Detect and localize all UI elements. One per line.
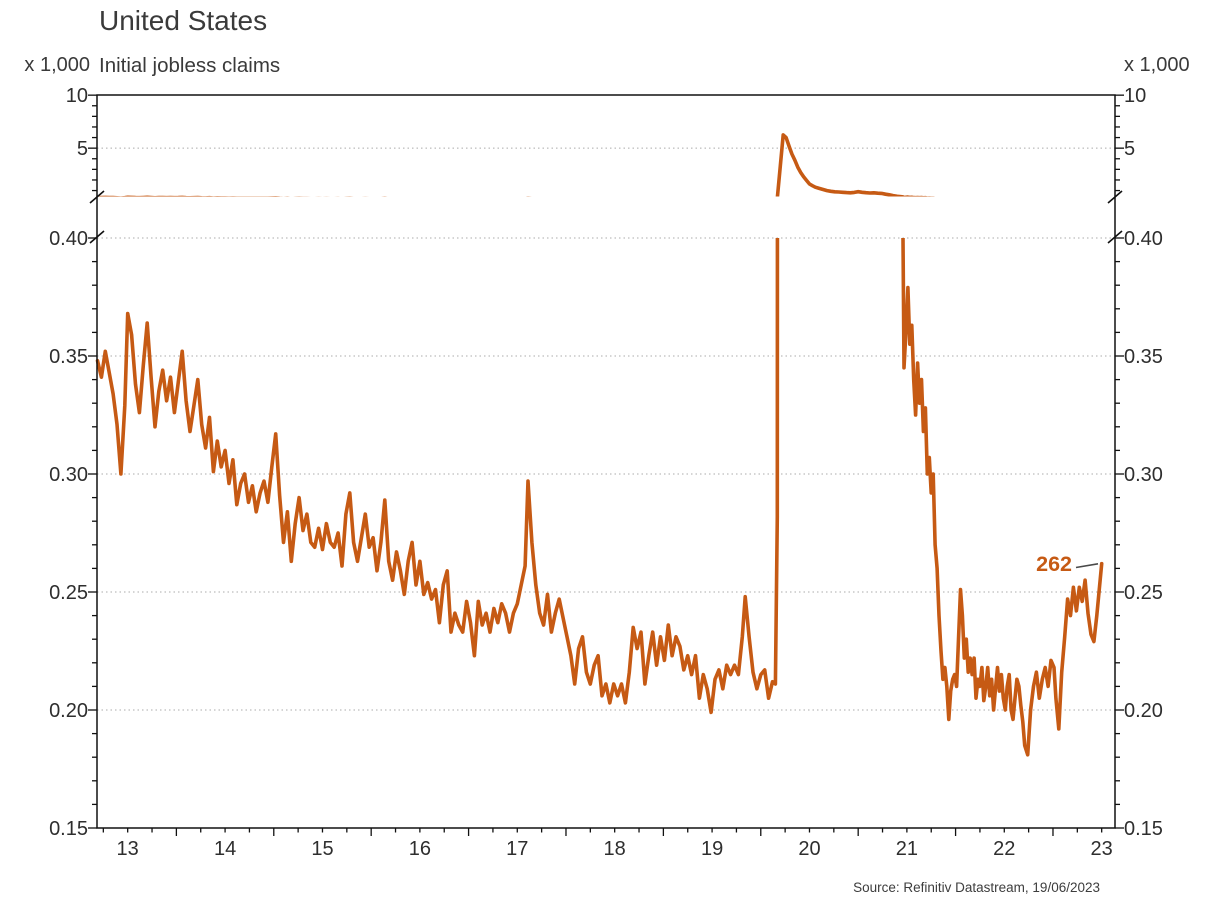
x-tick-label: 13 [117, 838, 139, 860]
y-tick-label-left: 0.40 [49, 228, 88, 250]
y-tick-label-left: 0.20 [49, 700, 88, 722]
axis-break-slash [1107, 190, 1123, 204]
axis-break-slash [1107, 230, 1123, 244]
x-tick-label: 22 [993, 838, 1015, 860]
y-tick-label-right: 0.35 [1124, 346, 1163, 368]
y-tick-label-left: 0.30 [49, 464, 88, 486]
y-tick-label-left: 0.25 [49, 582, 88, 604]
y-tick-label-right: 0.15 [1124, 818, 1163, 840]
y-tick-label-left: 10 [66, 85, 88, 107]
x-tick-label: 18 [604, 838, 626, 860]
source-credit: Source: Refinitiv Datastream, 19/06/2023 [853, 880, 1100, 895]
y-tick-label-right: 0.40 [1124, 228, 1163, 250]
axis-break-marks [89, 190, 1123, 244]
y-tick-label-right: 0.25 [1124, 582, 1163, 604]
y-tick-label-right: 0.20 [1124, 700, 1163, 722]
jobless-claims-line-upper [96, 133, 936, 197]
x-tick-label: 19 [701, 838, 723, 860]
x-axis-labels: 13 14 15 16 17 18 19 20 21 22 23 [117, 838, 1113, 860]
x-tick-label: 23 [1091, 838, 1113, 860]
x-tick-label: 14 [214, 838, 236, 860]
x-tick-label: 21 [896, 838, 918, 860]
jobless-claims-line-lower [95, 238, 1104, 757]
y-axis-labels-left: 10 5 0.40 0.35 0.30 0.25 0.20 0.15 [49, 85, 88, 840]
y-tick-label-right: 10 [1124, 85, 1146, 107]
last-value-annotation: 262 [1036, 552, 1072, 576]
chart-subtitle: Initial jobless claims [99, 54, 281, 77]
series-line-group [95, 133, 1104, 757]
y-axis-unit-label-left: x 1,000 [24, 54, 90, 76]
y-tick-label-left: 0.35 [49, 346, 88, 368]
x-tick-label: 16 [409, 838, 431, 860]
axis-break-slash [89, 190, 105, 204]
gridlines [97, 147, 1115, 711]
x-tick-label: 20 [798, 838, 820, 860]
axis-ticks [88, 94, 1124, 836]
x-tick-label: 15 [311, 838, 333, 860]
y-tick-label-left: 5 [77, 138, 88, 160]
plot-border [96, 94, 1116, 829]
x-tick-label: 17 [506, 838, 528, 860]
y-tick-label-left: 0.15 [49, 818, 88, 840]
page-title: United States [99, 5, 268, 36]
y-tick-label-right: 5 [1124, 138, 1135, 160]
y-axis-labels-right: 10 5 0.40 0.35 0.30 0.25 0.20 0.15 [1124, 85, 1163, 840]
annotation-connector-line [1075, 563, 1099, 569]
axis-break-slash [89, 230, 105, 244]
y-axis-unit-label-right: x 1,000 [1124, 54, 1190, 76]
y-tick-label-right: 0.30 [1124, 464, 1163, 486]
